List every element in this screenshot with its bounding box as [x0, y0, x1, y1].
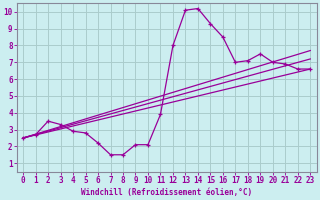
X-axis label: Windchill (Refroidissement éolien,°C): Windchill (Refroidissement éolien,°C) — [81, 188, 252, 197]
